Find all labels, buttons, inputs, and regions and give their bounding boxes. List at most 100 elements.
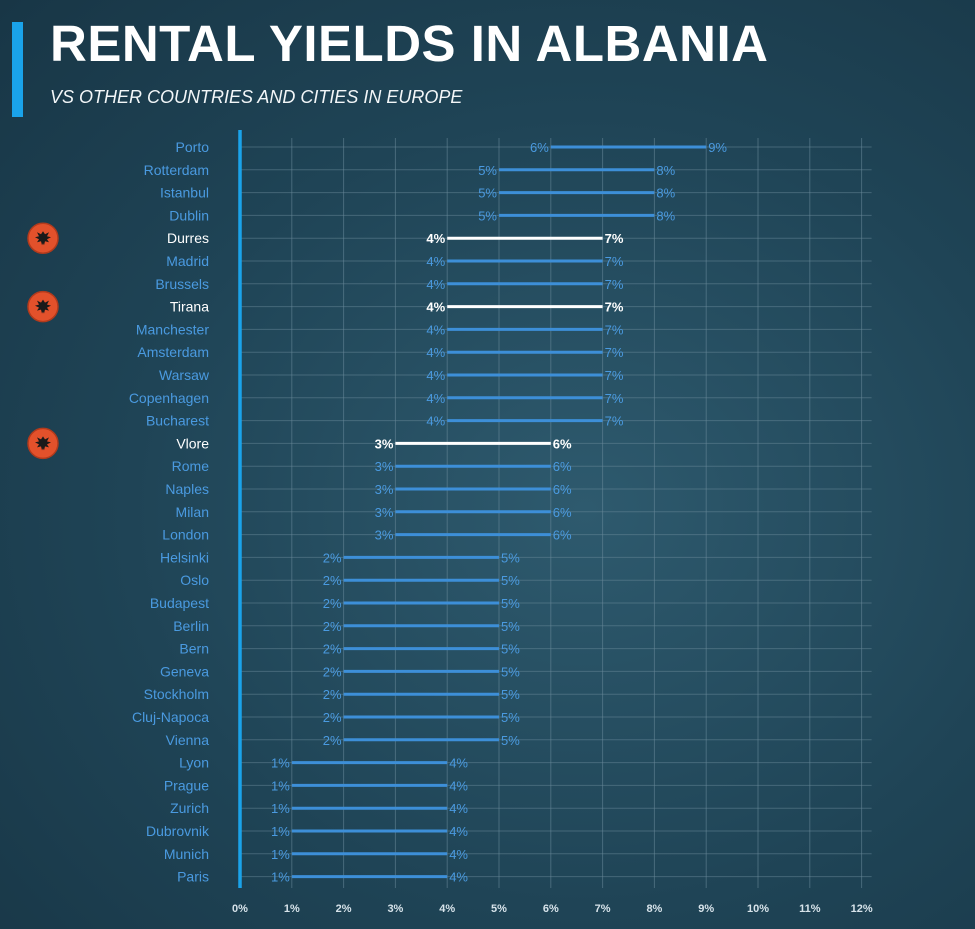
city-label: Oslo [180,572,209,588]
range-max-label: 7% [605,368,624,383]
range-min-label: 4% [426,322,445,337]
x-tick-label: 12% [851,903,873,915]
range-max-label: 9% [708,140,727,155]
x-tick-label: 0% [232,903,248,915]
range-max-label: 7% [605,277,624,292]
city-label: Zurich [170,800,209,816]
range-min-label: 3% [375,528,394,543]
page-subtitle: VS OTHER COUNTRIES AND CITIES IN EUROPE [50,87,463,107]
range-min-label: 1% [271,824,290,839]
range-min-label: 1% [271,847,290,862]
range-min-label: 2% [323,619,342,634]
range-max-label: 5% [501,733,520,748]
x-tick-label: 8% [646,903,662,915]
range-min-label: 4% [426,231,445,246]
city-label: Brussels [155,276,209,292]
city-label: Durres [167,230,209,246]
albania-flag-icon [27,222,59,254]
city-label: Rome [172,458,210,474]
x-tick-label: 3% [387,903,403,915]
range-max-label: 5% [501,550,520,565]
range-max-label: 6% [553,528,572,543]
range-max-label: 7% [605,322,624,337]
albania-flag-icon [27,290,59,323]
title-accent-bar [12,22,23,117]
city-label: Istanbul [160,185,209,201]
city-label: Prague [164,777,209,793]
x-tick-label: 6% [543,903,559,915]
range-min-label: 3% [375,482,394,497]
x-tick-label: 7% [595,903,611,915]
range-min-label: 2% [323,642,342,657]
city-label: Vienna [166,732,210,748]
range-min-label: 4% [426,391,445,406]
range-max-label: 4% [449,756,468,771]
range-max-label: 4% [449,801,468,816]
city-label: London [162,527,209,543]
city-label: Dubrovnik [146,823,210,839]
range-max-label: 7% [605,231,624,246]
city-label: Budapest [150,595,209,611]
city-label: Vlore [176,435,209,451]
range-max-label: 5% [501,596,520,611]
city-label: Rotterdam [144,162,209,178]
city-label: Warsaw [159,367,210,383]
page-title: RENTAL YIELDS IN ALBANIA [50,15,769,72]
range-max-label: 7% [605,300,624,315]
range-min-label: 5% [478,186,497,201]
city-label: Tirana [170,299,209,315]
x-tick-label: 4% [439,903,455,915]
range-max-label: 6% [553,505,572,520]
city-label: Stockholm [144,686,209,702]
city-label: Berlin [173,618,209,634]
x-tick-label: 9% [698,903,714,915]
city-label: Bucharest [146,413,209,429]
range-min-label: 2% [323,687,342,702]
city-label: Naples [165,481,209,497]
range-min-label: 4% [426,345,445,360]
range-min-label: 2% [323,733,342,748]
range-min-label: 5% [478,163,497,178]
x-tick-label: 1% [284,903,300,915]
range-max-label: 8% [656,208,675,223]
city-label: Dublin [169,207,209,223]
range-min-label: 3% [375,505,394,520]
city-label: Lyon [179,755,209,771]
x-tick-label: 11% [799,903,821,915]
range-max-label: 4% [449,778,468,793]
range-max-label: 6% [553,436,572,451]
range-min-label: 4% [426,254,445,269]
range-max-label: 5% [501,664,520,679]
range-max-label: 5% [501,642,520,657]
range-min-label: 1% [271,870,290,885]
city-label: Bern [179,641,209,657]
range-max-label: 5% [501,687,520,702]
city-label: Porto [176,139,210,155]
range-min-label: 1% [271,801,290,816]
range-max-label: 5% [501,619,520,634]
range-max-label: 7% [605,414,624,429]
range-max-label: 7% [605,254,624,269]
range-min-label: 2% [323,664,342,679]
x-tick-label: 10% [747,903,769,915]
range-min-label: 3% [375,459,394,474]
range-min-label: 2% [323,573,342,588]
range-max-label: 6% [553,459,572,474]
range-min-label: 4% [426,277,445,292]
city-label: Geneva [160,663,209,679]
range-min-label: 1% [271,778,290,793]
range-min-label: 2% [323,710,342,725]
range-min-label: 2% [323,596,342,611]
city-label: Helsinki [160,549,209,565]
range-max-label: 8% [656,186,675,201]
city-label: Munich [164,846,209,862]
range-min-label: 1% [271,756,290,771]
range-max-label: 4% [449,847,468,862]
city-label: Manchester [136,321,209,337]
city-label: Cluj-Napoca [132,709,209,725]
range-min-label: 5% [478,208,497,223]
range-max-label: 6% [553,482,572,497]
city-label: Copenhagen [129,390,209,406]
x-tick-label: 5% [491,903,507,915]
